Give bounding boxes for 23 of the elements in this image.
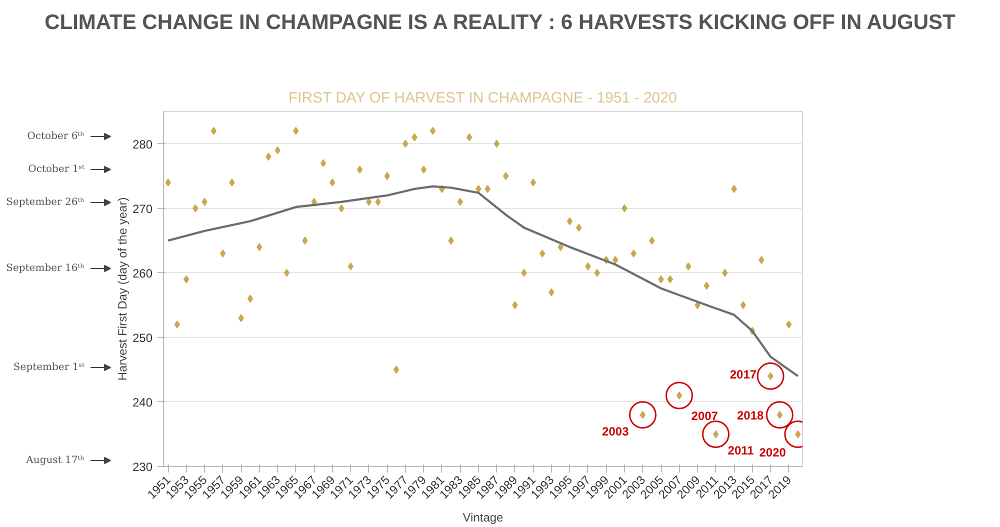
line-series — [166, 185, 800, 378]
text: September 26ᵗʰ — [6, 197, 85, 208]
annotation: 2017 — [730, 368, 757, 382]
y-tick-label: 230 — [132, 460, 153, 474]
annotation: 2018 — [736, 408, 764, 422]
annotation: 2007 — [691, 409, 718, 423]
text: October 1ˢᵗ — [28, 164, 86, 175]
annotation: 2011 — [728, 444, 754, 458]
chart-subtitle: FIRST DAY OF HARVEST IN CHAMPAGNE - 1951 - 2020 — [288, 90, 677, 106]
text: September 16ᵗʰ — [6, 263, 85, 274]
chart-title: CLIMATE CHANGE IN CHAMPAGNE IS A REALITY : 6 HARVESTS KICKING OFF IN AUGUST — [44, 10, 956, 36]
annotation: 2003 — [602, 424, 630, 438]
y-axis-title: Harvest First Day (day of the year) — [115, 197, 130, 381]
y-tick-label: 240 — [132, 395, 153, 410]
text: August 17ᵗʰ — [25, 455, 85, 466]
text: September 1ˢᵗ — [13, 362, 86, 373]
y-tick-label: 250 — [132, 330, 153, 345]
y-tick-label: 260 — [132, 266, 153, 280]
annotation: 2020 — [759, 446, 786, 460]
x-axis-title: Vintage — [462, 510, 504, 525]
y-tick-label: 270 — [132, 202, 153, 216]
text: October 6ᵗʰ — [27, 131, 85, 142]
y-tick-label: 280 — [132, 137, 153, 152]
